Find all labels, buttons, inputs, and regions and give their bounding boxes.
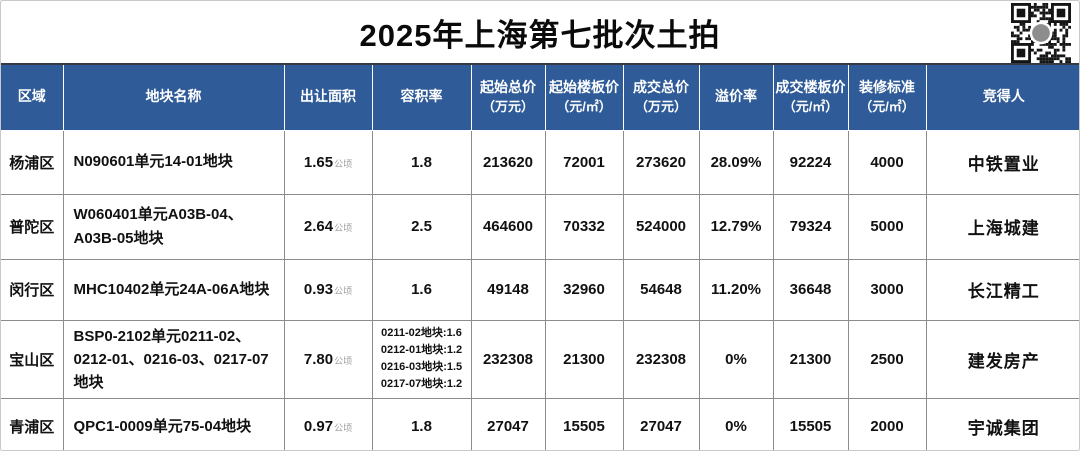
land-auction-table: 区域 地块名称 出让面积 容积率 起始总价 （万元） 起始楼板价 （元/㎡） 成交总… (1, 63, 1079, 450)
cell-deal-total: 27047 (622, 398, 700, 450)
table-row: 杨浦区 N090601单元14-01地块 1.65公顷 1.8 213620 7… (1, 129, 1079, 195)
cell-start-floor: 70332 (544, 193, 624, 260)
table-row: 闵行区 MHC10402单元24A-06A地块 0.93公顷 1.6 49148… (1, 258, 1079, 321)
area-unit-label: 公顷 (334, 423, 353, 434)
cell-deal-total: 524000 (622, 193, 700, 260)
cell-premium: 11.20% (698, 258, 774, 321)
cell-premium: 0% (698, 319, 774, 400)
cell-deal-floor: 21300 (772, 319, 849, 400)
cell-decoration: 2500 (847, 319, 927, 400)
cell-start-floor: 21300 (544, 319, 624, 400)
cell-deal-total: 273620 (622, 129, 700, 195)
area-unit-label: 公顷 (334, 158, 353, 169)
cell-premium: 28.09% (698, 129, 774, 195)
page-title: 2025年上海第七批次土拍 (359, 17, 721, 53)
cell-region: 闵行区 (1, 258, 64, 321)
cell-start-total: 27047 (470, 398, 546, 450)
cell-plot-ratio: 2.5 (371, 193, 472, 260)
cell-winner: 宇诚集团 (925, 398, 1079, 450)
cell-plot-ratio: 1.8 (371, 398, 472, 450)
col-header-deal-floor: 成交楼板价 （元/㎡） (772, 63, 849, 131)
cell-winner: 长江精工 (925, 258, 1079, 321)
table-row: 宝山区 BSP0-2102单元0211-02、0212-01、0216-03、0… (1, 319, 1079, 400)
cell-region: 普陀区 (1, 193, 64, 260)
col-header-plot-name: 地块名称 (62, 63, 285, 131)
cell-plot-ratio: 1.8 (371, 129, 472, 195)
cell-area: 0.93公顷 (283, 258, 373, 321)
area-unit-label: 公顷 (334, 286, 353, 296)
cell-premium: 0% (698, 398, 774, 450)
cell-start-floor: 72001 (544, 129, 624, 195)
cell-plot-name: W060401单元A03B-04、A03B-05地块 (62, 193, 285, 260)
cell-plot-name: BSP0-2102单元0211-02、0212-01、0216-03、0217-… (62, 319, 285, 400)
col-header-decoration: 装修标准 （元/㎡） (847, 63, 927, 131)
cell-decoration: 5000 (847, 193, 927, 260)
area-unit-label: 公顷 (334, 355, 353, 366)
area-unit-label: 公顷 (334, 223, 353, 233)
cell-winner: 上海城建 (925, 193, 1079, 260)
cell-start-total: 213620 (470, 129, 546, 195)
cell-area: 2.64公顷 (283, 193, 373, 260)
table-row: 普陀区 W060401单元A03B-04、A03B-05地块 2.64公顷 2.… (1, 193, 1079, 260)
cell-start-total: 232308 (470, 319, 546, 400)
cell-winner: 中铁置业 (925, 129, 1079, 195)
cell-winner: 建发房产 (925, 319, 1079, 400)
cell-plot-ratio: 1.6 (371, 258, 472, 321)
cell-plot-name: QPC1-0009单元75-04地块 (62, 398, 285, 450)
cell-deal-total: 232308 (622, 319, 700, 400)
cell-region: 青浦区 (1, 398, 64, 450)
cell-start-total: 464600 (470, 193, 546, 260)
cell-region: 杨浦区 (1, 129, 64, 195)
cell-deal-floor: 79324 (772, 193, 849, 260)
col-header-start-total: 起始总价 （万元） (470, 63, 546, 131)
col-header-region: 区域 (1, 63, 64, 131)
table-row: 青浦区 QPC1-0009单元75-04地块 0.97公顷 1.8 27047 … (1, 398, 1079, 450)
col-header-deal-total: 成交总价 （万元） (622, 63, 700, 131)
cell-deal-floor: 15505 (772, 398, 849, 450)
cell-decoration: 2000 (847, 398, 927, 450)
col-header-premium: 溢价率 (698, 63, 774, 131)
cell-deal-total: 54648 (622, 258, 700, 321)
cell-region: 宝山区 (1, 319, 64, 400)
qr-code-icon (1011, 3, 1071, 63)
title-bar: 2025年上海第七批次土拍 (1, 1, 1079, 63)
cell-start-total: 49148 (470, 258, 546, 321)
cell-decoration: 4000 (847, 129, 927, 195)
cell-deal-floor: 92224 (772, 129, 849, 195)
cell-plot-name: N090601单元14-01地块 (62, 129, 285, 195)
cell-area: 0.97公顷 (283, 398, 373, 450)
col-header-winner: 竞得人 (925, 63, 1079, 131)
col-header-start-floor: 起始楼板价 （元/㎡） (544, 63, 624, 131)
col-header-area: 出让面积 (283, 63, 373, 131)
cell-start-floor: 32960 (544, 258, 624, 321)
cell-start-floor: 15505 (544, 398, 624, 450)
table-header-row: 区域 地块名称 出让面积 容积率 起始总价 （万元） 起始楼板价 （元/㎡） 成交总… (1, 63, 1079, 131)
cell-decoration: 3000 (847, 258, 927, 321)
cell-premium: 12.79% (698, 193, 774, 260)
cell-area: 1.65公顷 (283, 129, 373, 195)
cell-deal-floor: 36648 (772, 258, 849, 321)
cell-area: 7.80公顷 (283, 319, 373, 400)
cell-plot-ratio: 0211-02地块:1.6 0212-01地块:1.2 0216-03地块:1.… (371, 319, 472, 400)
col-header-plot-ratio: 容积率 (371, 63, 472, 131)
cell-plot-name: MHC10402单元24A-06A地块 (62, 258, 285, 321)
